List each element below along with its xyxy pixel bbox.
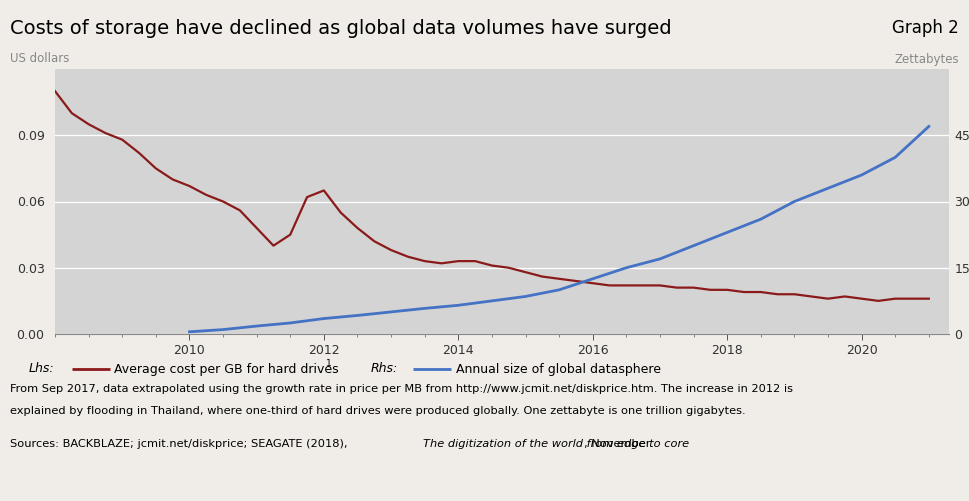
Text: 1: 1 <box>326 359 331 368</box>
Text: The digitization of the world from edge to core: The digitization of the world from edge … <box>422 439 689 449</box>
Text: US dollars: US dollars <box>10 53 70 66</box>
Text: explained by flooding in Thailand, where one-third of hard drives were produced : explained by flooding in Thailand, where… <box>10 406 745 416</box>
Text: Rhs:: Rhs: <box>370 363 398 376</box>
Text: Average cost per GB for hard drives: Average cost per GB for hard drives <box>114 363 339 376</box>
Text: Zettabytes: Zettabytes <box>894 53 959 66</box>
Text: , November.: , November. <box>584 439 653 449</box>
Text: Sources: BACKBLAZE; jcmit.net/diskprice; SEAGATE (2018),: Sources: BACKBLAZE; jcmit.net/diskprice;… <box>10 439 351 449</box>
Text: Graph 2: Graph 2 <box>892 19 959 37</box>
Text: From Sep 2017, data extrapolated using the growth rate in price per MB from http: From Sep 2017, data extrapolated using t… <box>10 384 793 394</box>
Text: Annual size of global datasphere: Annual size of global datasphere <box>456 363 661 376</box>
Text: Costs of storage have declined as global data volumes have surged: Costs of storage have declined as global… <box>10 19 672 38</box>
Text: Lhs:: Lhs: <box>29 363 54 376</box>
